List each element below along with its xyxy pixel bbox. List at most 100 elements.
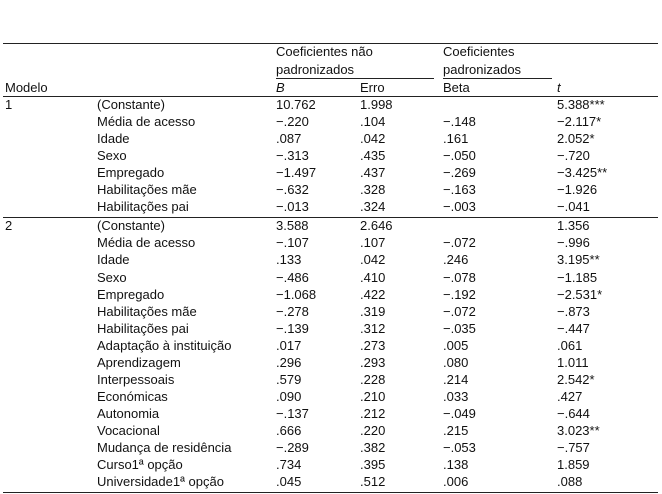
group-rule: [443, 78, 552, 79]
std-error: .410: [360, 269, 386, 285]
variable: Interpessoais: [97, 371, 175, 387]
std-error: .293: [360, 354, 386, 370]
b-value: .296: [276, 354, 302, 370]
beta: .033: [443, 388, 469, 404]
b-value: −.220: [276, 114, 309, 130]
group-header: Coeficientes: [443, 44, 515, 59]
std-error: .422: [360, 286, 386, 302]
t-value: .088: [557, 474, 583, 490]
beta: −.078: [443, 269, 476, 285]
variable: Autonomia: [97, 405, 160, 421]
std-error: .435: [360, 148, 386, 164]
t-value: −.996: [557, 235, 590, 251]
t-value: −.873: [557, 303, 590, 319]
variable: Habilitações mãe: [97, 182, 197, 198]
std-error: .212: [360, 405, 386, 421]
t-value: −.041: [557, 199, 590, 215]
variable: Empregado: [97, 165, 165, 181]
top-rule: [3, 43, 658, 44]
std-error: .220: [360, 422, 386, 438]
t-value: −2.117*: [557, 114, 602, 130]
std-error: 1.998: [360, 97, 393, 112]
variable: Sexo: [97, 148, 127, 164]
b-value: −.139: [276, 320, 309, 336]
t-value: −.644: [557, 405, 590, 421]
t-value: 3.195**: [557, 252, 600, 268]
t-value: .061: [557, 337, 583, 353]
std-error: .382: [360, 440, 386, 455]
model-rule: [3, 217, 658, 218]
variable: Habilitações pai: [97, 320, 189, 336]
variable: Habilitações mãe: [97, 303, 197, 319]
variable: (Constante): [97, 97, 165, 112]
b-value: −1.068: [276, 286, 317, 302]
beta: −.003: [443, 199, 476, 215]
bottom-rule: [3, 492, 658, 493]
variable: Idade: [97, 131, 130, 147]
variable: Empregado: [97, 286, 165, 302]
t-value: −.447: [557, 320, 590, 336]
b-value: −.137: [276, 405, 309, 421]
model-label: 2: [5, 218, 13, 234]
beta: −.192: [443, 286, 476, 302]
beta: .080: [443, 354, 469, 370]
variable: Média de acesso: [97, 114, 196, 130]
b-value: .133: [276, 252, 302, 268]
group-header: Coeficientes não: [276, 44, 373, 59]
beta: −.148: [443, 114, 476, 130]
group-header: padronizados: [276, 62, 355, 77]
beta: −.053: [443, 440, 476, 455]
beta: −.163: [443, 182, 476, 198]
t-value: 1.859: [557, 457, 590, 473]
std-error: .324: [360, 199, 386, 215]
b-value: .666: [276, 422, 302, 438]
variable: Vocacional: [97, 422, 160, 438]
t-value: −1.926: [557, 182, 598, 198]
beta: .006: [443, 474, 469, 490]
variable: Adaptação à instituição: [97, 337, 232, 353]
header-model: Modelo: [5, 80, 48, 95]
group-header: padronizados: [443, 62, 522, 77]
std-error: 2.646: [360, 218, 393, 234]
b-value: .045: [276, 474, 302, 490]
t-value: −2.531*: [557, 286, 603, 302]
b-value: 10.762: [276, 97, 316, 112]
variable: Habilitações pai: [97, 199, 189, 215]
beta: .246: [443, 252, 469, 268]
t-value: 1.011: [557, 354, 589, 370]
beta: −.072: [443, 235, 476, 251]
b-value: 3.588: [276, 218, 309, 234]
beta: −.035: [443, 320, 476, 336]
b-value: −.313: [276, 148, 309, 164]
model-label: 1: [5, 97, 13, 112]
b-value: −1.497: [276, 165, 317, 181]
beta: −.269: [443, 165, 476, 181]
b-value: .734: [276, 457, 302, 473]
variable: Curso1ª opção: [97, 457, 183, 473]
beta: .138: [443, 457, 469, 473]
t-value: −.757: [557, 440, 590, 455]
std-error: .104: [360, 114, 386, 130]
column-header: Beta: [443, 80, 470, 95]
beta: −.050: [443, 148, 476, 164]
beta: .161: [443, 131, 469, 147]
column-header: Erro: [360, 80, 385, 95]
std-error: .273: [360, 337, 386, 353]
group-rule: [276, 78, 434, 79]
t-value: 2.542*: [557, 371, 595, 387]
beta: −.072: [443, 303, 476, 319]
b-value: .017: [276, 337, 302, 353]
variable: Económicas: [97, 388, 168, 404]
beta: .005: [443, 337, 469, 353]
b-value: −.289: [276, 440, 309, 455]
std-error: .042: [360, 252, 386, 268]
b-value: −.486: [276, 269, 309, 285]
t-value: 3.023**: [557, 422, 600, 438]
variable: Média de acesso: [97, 235, 196, 251]
b-value: .087: [276, 131, 302, 147]
variable: Universidade1ª opção: [97, 474, 224, 490]
variable: Sexo: [97, 269, 127, 285]
std-error: .512: [360, 474, 386, 490]
t-value: 2.052*: [557, 131, 595, 147]
